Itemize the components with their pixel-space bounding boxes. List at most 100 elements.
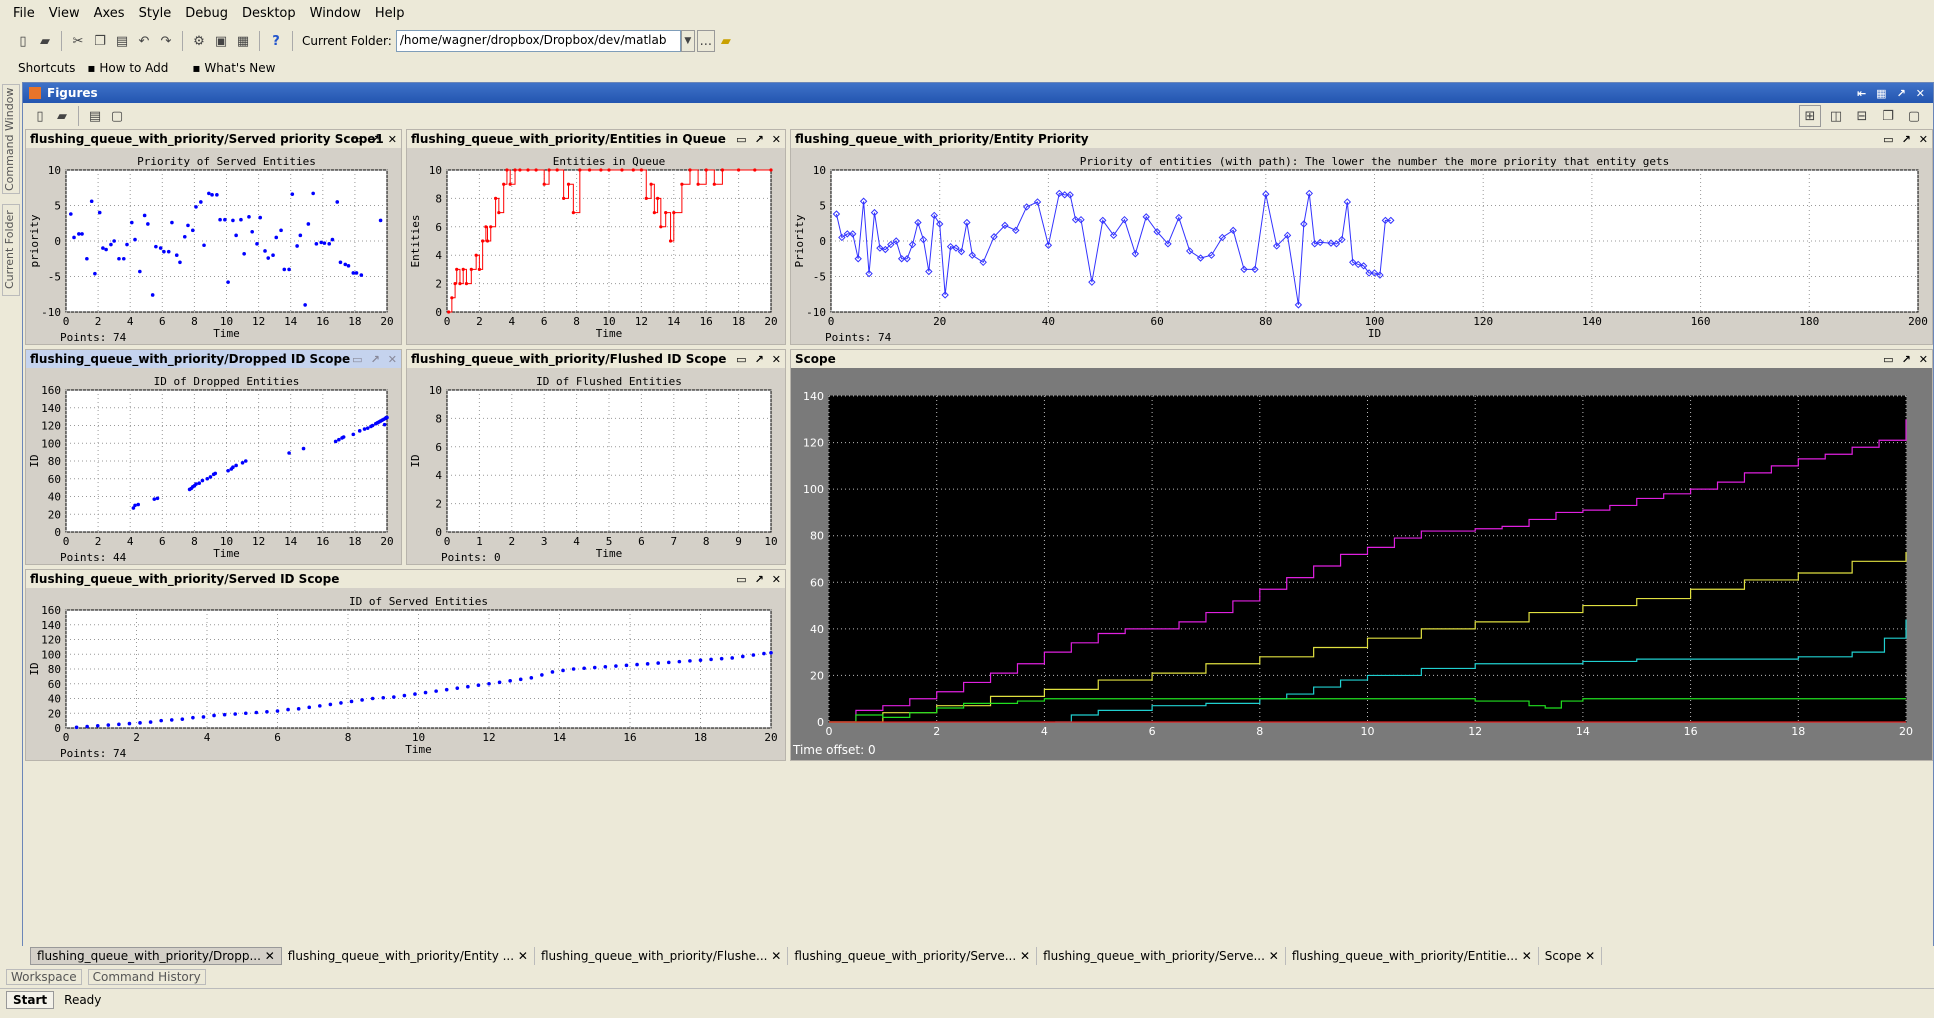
close-icon[interactable]: ✕	[771, 572, 781, 586]
minimize-icon[interactable]: ▭	[352, 132, 363, 146]
close-icon[interactable]: ✕	[771, 352, 781, 366]
panel-flushed-id-scope[interactable]: flushing_queue_with_priority/Flushed ID …	[406, 349, 786, 565]
undock-icon[interactable]: ↗	[1901, 132, 1911, 146]
undo-icon[interactable]: ↶	[138, 33, 150, 49]
minimize-icon[interactable]: ▭	[1883, 352, 1894, 366]
close-icon[interactable]: ✕	[1918, 352, 1928, 366]
undock-icon[interactable]: ↗	[754, 572, 764, 586]
tab-workspace[interactable]: Workspace	[6, 969, 82, 985]
data-point	[540, 673, 544, 677]
menu-view[interactable]: View	[48, 5, 80, 21]
side-tab-command-window[interactable]: Command Window	[2, 84, 20, 194]
chevron-down-icon[interactable]: ▼	[680, 30, 695, 52]
data-point	[952, 244, 960, 252]
close-icon[interactable]: ✕	[387, 132, 397, 146]
figure-tab[interactable]: flushing_queue_with_priority/Entitie... …	[1286, 947, 1539, 965]
left-right-layout-icon[interactable]: ◫	[1829, 108, 1843, 124]
print-icon[interactable]: ▤	[88, 108, 102, 124]
close-icon[interactable]: ✕	[1521, 949, 1532, 963]
undock-icon[interactable]: ↗	[754, 352, 764, 366]
top-bottom-layout-icon[interactable]: ⊟	[1856, 108, 1868, 124]
close-icon[interactable]: ✕	[1915, 86, 1925, 100]
data-point	[497, 211, 501, 215]
minimize-icon[interactable]: ▭	[736, 572, 747, 586]
copy-icon[interactable]: ❐	[94, 33, 106, 49]
menu-help[interactable]: Help	[374, 5, 405, 21]
close-icon[interactable]: ✕	[1020, 949, 1031, 963]
how-to-add-link[interactable]: ▪ How to Add	[87, 61, 169, 75]
figure-tab[interactable]: flushing_queue_with_priority/Entity ... …	[282, 947, 535, 965]
figure-tab[interactable]: flushing_queue_with_priority/Flushe... ✕	[535, 947, 789, 965]
minimize-icon[interactable]: ▭	[736, 352, 747, 366]
menu-window[interactable]: Window	[309, 5, 361, 21]
menu-desktop[interactable]: Desktop	[242, 5, 296, 21]
cut-icon[interactable]: ✂	[72, 33, 84, 49]
bottom-tabs: Workspace Command History	[0, 968, 1934, 986]
data-point	[474, 253, 478, 257]
whats-new-link[interactable]: ▪ What's New	[192, 61, 276, 75]
float-layout-icon[interactable]: ❐	[1882, 108, 1894, 124]
undock-icon[interactable]: ↗	[754, 132, 764, 146]
tab-command-history[interactable]: Command History	[87, 969, 206, 985]
panel-entity-priority[interactable]: flushing_queue_with_priority/Entity Prio…	[790, 129, 1933, 345]
profiler-icon[interactable]: ▦	[236, 33, 250, 49]
close-icon[interactable]: ✕	[517, 949, 528, 963]
data-point	[343, 262, 348, 267]
figure-tab[interactable]: flushing_queue_with_priority/Serve... ✕	[788, 947, 1038, 965]
panel-entities-in-queue[interactable]: flushing_queue_with_priority/Entities in…	[406, 129, 786, 345]
panel-scope[interactable]: Scope ▭ ↗ ✕ 0 2 4 6 8 10 12 14 16 18 20 0 20 40 60 80 100 1…	[790, 349, 1933, 761]
undock-icon[interactable]: ↗	[1901, 352, 1911, 366]
x-tick-label: 12	[635, 315, 648, 328]
current-folder-input[interactable]: /home/wagner/dropbox/Dropbox/dev/matlab	[395, 30, 681, 52]
menu-debug[interactable]: Debug	[185, 5, 229, 21]
new-figure-icon[interactable]: ▯	[36, 108, 44, 124]
minimize-icon[interactable]: ▭	[1883, 132, 1894, 146]
y-axis-label: priority	[28, 214, 41, 267]
figure-tab[interactable]: Scope ✕	[1539, 947, 1603, 965]
close-icon[interactable]: ✕	[1268, 949, 1279, 963]
open-folder-icon[interactable]: ▰	[40, 33, 50, 49]
menu-axes[interactable]: Axes	[93, 5, 125, 21]
close-icon[interactable]: ✕	[1918, 132, 1928, 146]
close-icon[interactable]: ✕	[264, 949, 275, 963]
parent-folder-icon[interactable]: ▰	[720, 33, 731, 49]
close-icon[interactable]: ✕	[771, 132, 781, 146]
menu-style[interactable]: Style	[138, 5, 172, 21]
figure-tab[interactable]: flushing_queue_with_priority/Serve... ✕	[1037, 947, 1286, 965]
browse-folder-button[interactable]: ...	[696, 30, 715, 52]
close-icon[interactable]: ✕	[387, 352, 397, 366]
close-icon[interactable]: ✕	[1585, 949, 1596, 963]
menu-file[interactable]: File	[13, 5, 35, 21]
data-point	[201, 715, 206, 719]
shortcuts-label[interactable]: Shortcuts	[18, 61, 76, 75]
restore-icon[interactable]: ⇤	[1856, 86, 1867, 100]
tile-layout-icon[interactable]: ⊞	[1799, 105, 1821, 127]
minimize-icon[interactable]: ▭	[352, 352, 363, 366]
side-tab-current-folder[interactable]: Current Folder	[2, 204, 20, 296]
new-file-icon[interactable]: ▯	[19, 33, 27, 49]
y-tick-label: -10	[41, 306, 61, 319]
maximize-layout-icon[interactable]: ▢	[1907, 108, 1921, 124]
simulink-icon[interactable]: ⚙	[193, 33, 205, 49]
data-point	[158, 246, 163, 250]
paste-icon[interactable]: ▤	[115, 33, 129, 49]
undock-icon[interactable]: ↗	[370, 352, 380, 366]
undock-icon[interactable]: ↗	[370, 132, 380, 146]
panel-dropped-id-scope[interactable]: flushing_queue_with_priority/Dropped ID …	[25, 349, 402, 565]
figure-tab[interactable]: flushing_queue_with_priority/Dropp... ✕	[30, 947, 282, 965]
panel-served-priority-scope[interactable]: flushing_queue_with_priority/Served prio…	[25, 129, 402, 345]
data-point	[639, 168, 643, 172]
figure-window-icon[interactable]: ▢	[110, 108, 124, 124]
grid-layout-icon[interactable]: ▦	[1876, 86, 1887, 100]
undock-icon[interactable]: ↗	[1896, 86, 1906, 100]
guide-icon[interactable]: ▣	[214, 33, 228, 49]
minimize-icon[interactable]: ▭	[736, 132, 747, 146]
start-button[interactable]: Start	[6, 990, 55, 1009]
help-icon[interactable]: ?	[272, 33, 280, 49]
close-icon[interactable]: ✕	[771, 949, 782, 963]
redo-icon[interactable]: ↷	[160, 33, 172, 49]
data-point	[239, 217, 243, 222]
open-figure-icon[interactable]: ▰	[57, 108, 67, 124]
panel-served-id-scope[interactable]: flushing_queue_with_priority/Served ID S…	[25, 569, 786, 761]
data-point	[946, 242, 955, 251]
